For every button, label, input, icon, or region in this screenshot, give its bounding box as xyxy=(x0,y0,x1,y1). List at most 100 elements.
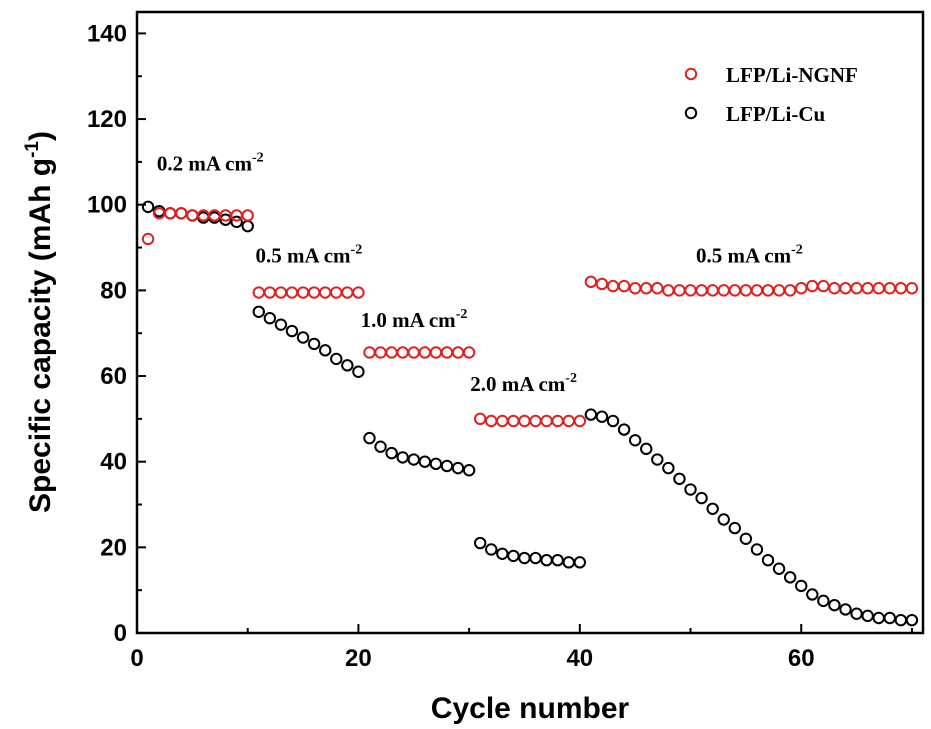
point-lfp-li-ngnf xyxy=(296,286,310,299)
point-lfp-li-cu xyxy=(651,453,664,466)
y-axis-label-main: Specific capacity (mAh g xyxy=(24,158,57,513)
point-lfp-li-cu xyxy=(518,551,531,565)
point-lfp-li-cu xyxy=(285,324,299,338)
point-lfp-li-cu xyxy=(529,551,542,565)
legend-marker xyxy=(684,106,698,120)
point-lfp-li-cu xyxy=(296,331,310,344)
y-axis-label-close: ) xyxy=(24,131,57,141)
point-lfp-li-ngnf xyxy=(529,414,542,428)
legend: LFP/Li-NGNF LFP/Li-Cu xyxy=(684,63,858,126)
point-lfp-li-cu xyxy=(418,455,432,468)
point-lfp-li-cu xyxy=(485,543,498,556)
point-lfp-li-ngnf xyxy=(175,207,188,220)
point-lfp-li-ngnf xyxy=(628,282,642,295)
point-lfp-li-ngnf xyxy=(451,346,465,359)
axis-ticks: 0 20 40 60 0 20 40 60 80 100 120 140 xyxy=(87,20,913,672)
x-tick-label: 0 xyxy=(130,645,143,672)
point-lfp-li-ngnf xyxy=(330,286,343,299)
point-lfp-li-ngnf xyxy=(717,284,730,297)
point-lfp-li-cu xyxy=(817,594,830,608)
point-lfp-li-ngnf xyxy=(562,414,575,428)
point-lfp-li-cu xyxy=(462,464,476,477)
point-lfp-li-cu xyxy=(307,337,321,351)
point-lfp-li-ngnf xyxy=(584,275,598,289)
point-lfp-li-ngnf xyxy=(407,346,420,359)
point-lfp-li-cu xyxy=(241,219,254,233)
point-lfp-li-ngnf xyxy=(872,282,885,295)
point-lfp-li-ngnf xyxy=(617,279,631,293)
point-lfp-li-cu xyxy=(507,549,520,563)
point-lfp-li-ngnf xyxy=(263,286,277,299)
point-lfp-li-cu xyxy=(750,543,764,556)
point-lfp-li-cu xyxy=(141,200,155,214)
point-lfp-li-ngnf xyxy=(186,209,199,222)
point-lfp-li-ngnf xyxy=(507,414,520,428)
y-tick-label: 80 xyxy=(100,277,127,304)
legend-marker xyxy=(684,67,698,81)
point-lfp-li-cu xyxy=(540,553,553,567)
point-lfp-li-ngnf xyxy=(230,209,243,222)
point-lfp-li-ngnf xyxy=(673,284,686,297)
point-lfp-li-cu xyxy=(640,442,653,456)
point-lfp-li-ngnf xyxy=(396,346,409,359)
point-lfp-li-cu xyxy=(451,461,465,475)
point-lfp-li-ngnf xyxy=(640,282,653,295)
point-lfp-li-ngnf xyxy=(518,414,531,428)
point-lfp-li-cu xyxy=(473,536,487,550)
point-lfp-li-cu xyxy=(219,213,232,226)
point-lfp-li-ngnf xyxy=(363,346,376,359)
annotations: 0.2 mA cm-2 0.5 mA cm-2 1.0 mA cm-2 2.0 mA … xyxy=(157,150,803,396)
point-lfp-li-cu xyxy=(839,603,852,616)
point-lfp-li-ngnf xyxy=(473,412,487,426)
point-lfp-li-cu xyxy=(772,562,786,575)
point-lfp-li-cu xyxy=(806,588,819,601)
point-lfp-li-ngnf xyxy=(739,284,753,297)
y-tick-label: 120 xyxy=(87,106,127,133)
point-lfp-li-cu xyxy=(573,556,587,569)
current-density-label: 0.5 mA cm-2 xyxy=(696,243,803,268)
point-lfp-li-cu xyxy=(883,611,896,625)
point-lfp-li-cu xyxy=(828,598,841,612)
y-tick-label: 60 xyxy=(100,363,127,390)
point-lfp-li-ngnf xyxy=(241,209,254,222)
y-tick-label: 20 xyxy=(100,534,127,561)
point-lfp-li-ngnf xyxy=(761,284,775,297)
point-lfp-li-ngnf xyxy=(651,282,664,295)
point-lfp-li-ngnf xyxy=(905,282,919,295)
y-tick-label: 140 xyxy=(87,20,127,47)
point-lfp-li-cu xyxy=(728,521,742,535)
point-lfp-li-cu xyxy=(330,352,343,366)
point-lfp-li-cu xyxy=(695,491,708,505)
point-lfp-li-cu xyxy=(274,318,288,331)
point-lfp-li-cu xyxy=(606,414,620,428)
y-axis-label-sup: -1 xyxy=(22,141,43,158)
point-lfp-li-ngnf xyxy=(806,279,819,293)
point-lfp-li-ngnf xyxy=(728,284,742,297)
point-lfp-li-ngnf xyxy=(684,284,697,297)
point-lfp-li-ngnf xyxy=(850,282,863,295)
point-lfp-li-ngnf xyxy=(817,279,830,293)
point-lfp-li-ngnf xyxy=(164,207,177,220)
point-lfp-li-ngnf xyxy=(606,279,620,293)
point-lfp-li-cu xyxy=(318,344,332,357)
point-lfp-li-ngnf xyxy=(374,346,387,359)
point-lfp-li-cu xyxy=(263,312,277,325)
point-lfp-li-cu xyxy=(706,502,719,515)
point-lfp-li-ngnf xyxy=(440,346,454,359)
point-lfp-li-cu xyxy=(396,451,409,464)
point-lfp-li-ngnf xyxy=(695,284,708,297)
point-lfp-li-cu xyxy=(761,553,775,567)
point-lfp-li-ngnf xyxy=(540,414,553,428)
point-lfp-li-ngnf xyxy=(662,284,675,297)
point-lfp-li-cu xyxy=(385,446,398,460)
point-lfp-li-cu xyxy=(584,408,598,421)
point-lfp-li-ngnf xyxy=(772,284,786,297)
point-lfp-li-ngnf xyxy=(706,284,719,297)
point-lfp-li-cu xyxy=(795,579,808,593)
point-lfp-li-cu xyxy=(905,613,919,627)
point-lfp-li-ngnf xyxy=(573,414,587,428)
x-tick-label: 20 xyxy=(345,645,372,672)
point-lfp-li-ngnf xyxy=(341,286,354,299)
x-axis-label: Cycle number xyxy=(431,692,630,725)
point-lfp-li-cu xyxy=(717,513,730,526)
